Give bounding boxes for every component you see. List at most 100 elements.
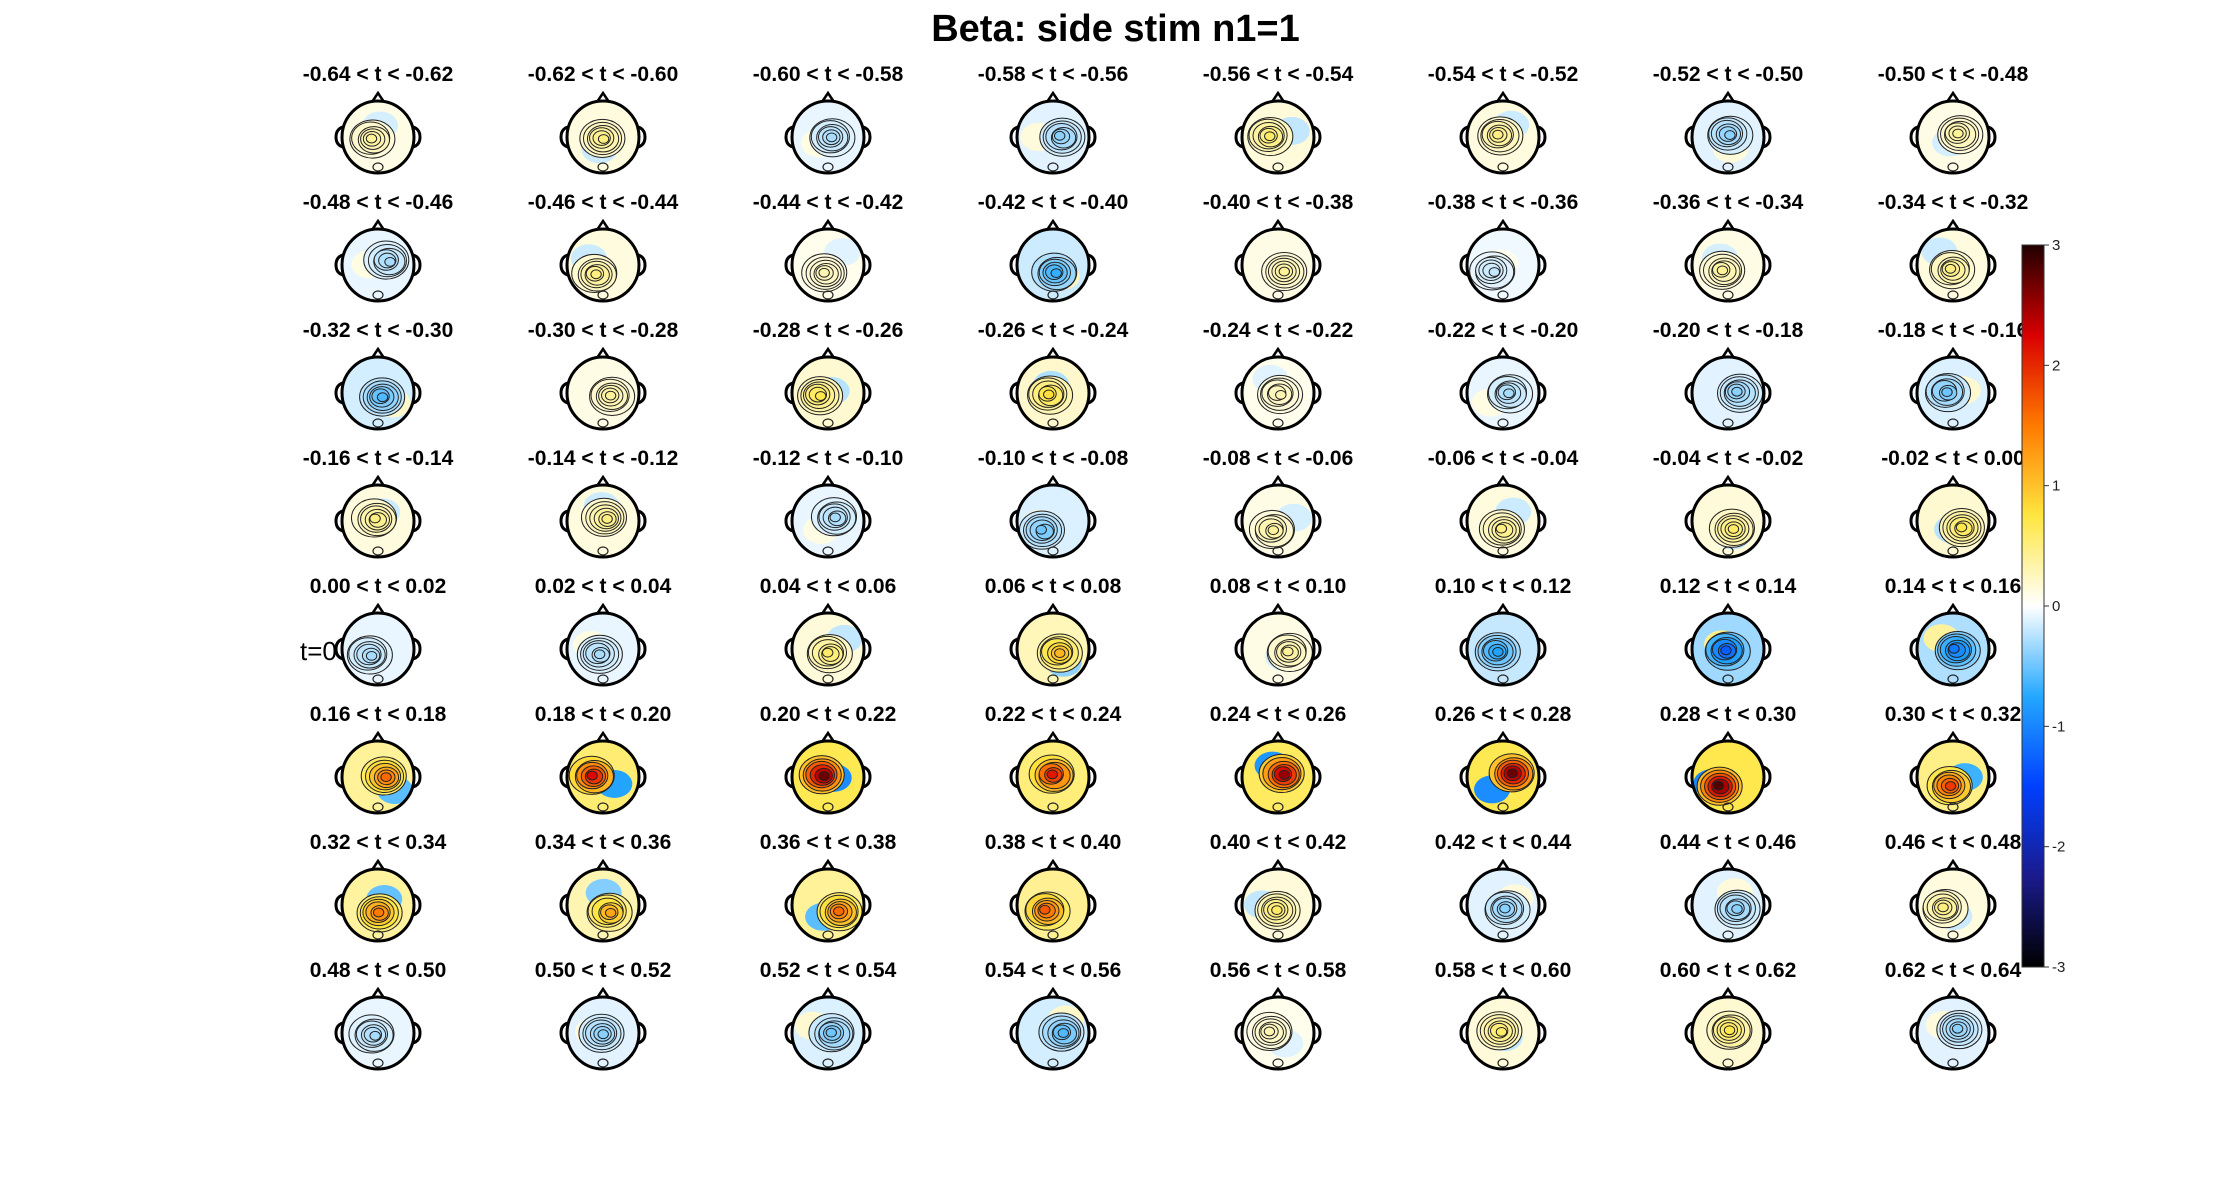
head-ear-right <box>862 381 872 405</box>
topomap <box>1459 858 1547 943</box>
head-ear-right <box>637 765 647 789</box>
contour-line <box>822 290 834 300</box>
panel-title: 0.02 < t < 0.04 <box>534 575 672 598</box>
topomap <box>334 474 422 559</box>
head-outline <box>1465 867 1541 943</box>
panel-title: -0.42 < t < -0.40 <box>977 191 1129 214</box>
contour-line <box>1947 674 1959 684</box>
contour-line <box>1948 643 1960 654</box>
contour-line <box>822 418 834 428</box>
contour-line <box>822 802 834 812</box>
panel-title: -0.38 < t < -0.36 <box>1427 191 1579 214</box>
head-outline <box>1015 995 1091 1071</box>
head-ear-left <box>1459 1021 1469 1045</box>
head-outline <box>1915 99 1991 175</box>
head-ear-left <box>1684 637 1694 661</box>
head-ear-right <box>1312 253 1322 277</box>
head-ear-right <box>412 765 422 789</box>
panel-title: -0.10 < t < -0.08 <box>977 447 1129 470</box>
panel-title: 0.38 < t < 0.40 <box>984 831 1122 854</box>
topomap <box>1684 602 1772 687</box>
head-nose <box>595 218 611 231</box>
head-nose <box>595 346 611 359</box>
topomap <box>1909 474 1997 559</box>
head-ear-left <box>1459 253 1469 277</box>
topomap <box>1684 986 1772 1071</box>
panel-title: 0.58 < t < 0.60 <box>1434 959 1572 982</box>
contour-line <box>365 650 378 661</box>
panel-title: -0.20 < t < -0.18 <box>1652 319 1804 342</box>
panel-title: -0.46 < t < -0.44 <box>527 191 679 214</box>
head-ear-right <box>1537 381 1547 405</box>
contour-line <box>1046 769 1058 780</box>
contour-line <box>586 770 598 781</box>
contour-line <box>372 930 384 940</box>
head-nose <box>1720 218 1736 231</box>
contour-line <box>1947 802 1959 812</box>
head-ear-left <box>1009 253 1019 277</box>
head-ear-right <box>637 637 647 661</box>
panel-title: -0.02 < t < 0.00 <box>1881 447 2025 470</box>
head-outline <box>1015 483 1091 559</box>
head-ear-right <box>1762 253 1772 277</box>
panel-title: 0.28 < t < 0.30 <box>1659 703 1797 726</box>
panel-title: 0.24 < t < 0.26 <box>1209 703 1347 726</box>
head-nose <box>1270 218 1286 231</box>
head-outline <box>1240 355 1316 431</box>
head-ear-right <box>412 125 422 149</box>
head-ear-right <box>1537 893 1547 917</box>
head-nose <box>1720 858 1736 871</box>
contour-line <box>1722 930 1734 940</box>
head-ear-left <box>1684 381 1694 405</box>
topomap <box>1909 90 1997 175</box>
head-outline <box>1915 739 1991 815</box>
contour-line <box>822 674 834 684</box>
head-ear-right <box>1537 509 1547 533</box>
contour-line <box>1722 418 1734 428</box>
head-ear-left <box>1909 637 1919 661</box>
head-nose <box>820 730 836 743</box>
head-outline <box>1690 483 1766 559</box>
head-nose <box>1945 730 1961 743</box>
head-ear-right <box>1762 125 1772 149</box>
head-nose <box>1945 346 1961 359</box>
contour-line <box>597 674 609 684</box>
head-ear-right <box>862 509 872 533</box>
head-ear-right <box>1762 765 1772 789</box>
head-nose <box>1045 218 1061 231</box>
topomap <box>784 474 872 559</box>
head-ear-right <box>412 509 422 533</box>
panel-title: -0.60 < t < -0.58 <box>752 63 904 86</box>
head-outline <box>1015 99 1091 175</box>
contour-line <box>1497 418 1509 428</box>
head-nose <box>1495 858 1511 871</box>
topomap <box>1459 986 1547 1071</box>
contour-line <box>1497 930 1509 940</box>
head-ear-right <box>1312 125 1322 149</box>
contour-line <box>822 162 834 172</box>
head-nose <box>370 218 386 231</box>
topomap <box>334 346 422 431</box>
contour-line <box>1278 769 1291 780</box>
head-outline <box>565 227 641 303</box>
panel-title: -0.50 < t < -0.48 <box>1877 63 2029 86</box>
panel-title: -0.44 < t < -0.42 <box>752 191 904 214</box>
head-outline <box>1465 483 1541 559</box>
contour-line <box>1506 768 1519 779</box>
head-ear-right <box>637 509 647 533</box>
topomap <box>1909 602 1997 687</box>
head-ear-left <box>784 893 794 917</box>
head-outline <box>1915 611 1991 687</box>
contour-line <box>1488 267 1501 277</box>
head-nose <box>820 346 836 359</box>
contour-line <box>1035 524 1047 535</box>
head-outline <box>790 867 866 943</box>
head-ear-left <box>1909 765 1919 789</box>
head-ear-right <box>412 893 422 917</box>
head-ear-right <box>1312 765 1322 789</box>
contour-line <box>597 1058 609 1068</box>
topomap <box>1684 730 1772 815</box>
topomap <box>1234 730 1322 815</box>
head-ear-left <box>784 765 794 789</box>
